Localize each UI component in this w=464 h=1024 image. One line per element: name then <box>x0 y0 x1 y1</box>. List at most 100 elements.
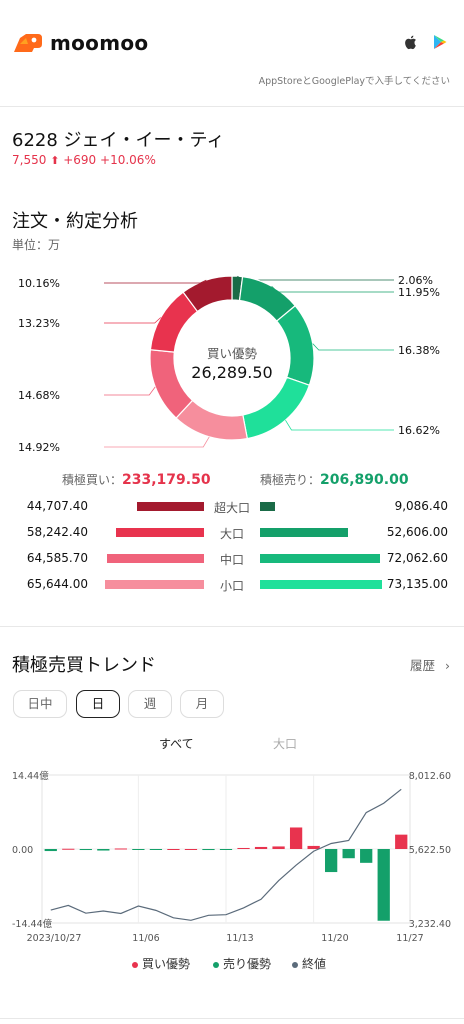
trend-bar <box>114 848 127 850</box>
leader-line <box>104 279 207 284</box>
trend-bar <box>289 827 303 849</box>
slice-pct-label: 14.68% <box>18 389 60 402</box>
trend-bar <box>132 849 145 850</box>
total-sell-label: 積極売り： <box>260 473 321 487</box>
slice-pct-label: 13.23% <box>18 317 60 330</box>
legend-dot <box>132 961 138 968</box>
tab-day[interactable]: 日 <box>76 690 120 718</box>
leader-line <box>104 386 156 396</box>
y-right-tick: 3,232.40 <box>409 919 451 930</box>
legend-label: 売り優勢 <box>223 957 272 971</box>
close-price-line <box>50 788 402 921</box>
y-right-tick: 5,622.50 <box>409 845 451 856</box>
trend-bar <box>149 849 163 850</box>
buy-bar <box>107 554 204 563</box>
buy-amount: 64,585.70 <box>26 551 88 565</box>
sub-tab-all[interactable]: すべて <box>159 737 194 751</box>
change: +690 <box>63 153 97 167</box>
tab-week[interactable]: 週 <box>128 690 172 718</box>
sell-bar <box>260 580 382 589</box>
sell-bar <box>260 502 275 511</box>
buy-amount: 44,707.40 <box>26 499 88 513</box>
trend-bar <box>237 847 250 849</box>
arrow-up-icon: ⬆ <box>50 154 60 167</box>
tab-month[interactable]: 月 <box>180 690 224 718</box>
legend-buy: 買い優勢 <box>132 955 190 972</box>
total-sell: 積極売り：206,890.00 <box>260 471 409 488</box>
trend-bar <box>202 849 215 851</box>
x-tick: 11/06 <box>132 933 159 944</box>
sell-amount: 72,062.60 <box>386 551 448 565</box>
trend-bar <box>44 849 57 852</box>
history-link[interactable]: 履歴 › <box>410 655 450 674</box>
category-label: 超大口 <box>213 501 250 515</box>
x-tick: 11/20 <box>321 933 348 944</box>
leader-line <box>271 285 394 293</box>
trend-bar <box>395 834 408 849</box>
leader-line <box>237 275 394 281</box>
y-left-tick: 0.00 <box>12 845 33 856</box>
leader-line <box>312 343 394 351</box>
unit-label: 単位：万 <box>12 238 61 252</box>
donut-slice <box>242 376 311 440</box>
trend-bar <box>184 849 198 850</box>
x-tick: 11/27 <box>396 933 423 944</box>
buy-amount: 65,644.00 <box>26 577 88 591</box>
buy-amount: 58,242.40 <box>26 525 88 539</box>
trend-bar <box>167 849 180 850</box>
price: 7,550 <box>12 153 47 167</box>
center-value: 26,289.50 <box>191 363 273 382</box>
store-note: AppStoreとGooglePlayで入手してください <box>258 76 450 87</box>
y-left-tick: -14.44億 <box>12 918 53 930</box>
trend-title: 積極売買トレンド <box>12 655 156 676</box>
brand-name: moomoo <box>50 31 149 55</box>
divider <box>0 626 464 627</box>
slice-pct-label: 11.95% <box>398 286 440 299</box>
moomoo-logo-icon <box>14 34 42 52</box>
total-buy: 積極買い：233,179.50 <box>62 471 211 488</box>
slice-pct-label: 14.92% <box>18 441 60 454</box>
sub-tab-large[interactable]: 大口 <box>273 737 298 751</box>
trend-chart: 14.44億 0.00 -14.44億 8,012.60 5,622.50 3,232.4… <box>12 770 451 944</box>
tab-intraday[interactable]: 日中 <box>13 690 67 718</box>
legend-label: 終値 <box>302 957 327 971</box>
total-sell-value: 206,890.00 <box>320 472 409 488</box>
legend-close: 終値 <box>292 955 326 972</box>
trend-bar <box>272 846 285 849</box>
total-buy-label: 積極買い： <box>62 473 123 487</box>
google-play-icon[interactable] <box>433 34 447 50</box>
legend-sell: 売り優勢 <box>213 955 271 972</box>
leader-line <box>104 317 161 324</box>
analysis-title: 注文・約定分析 <box>12 211 138 232</box>
legend-dot <box>213 961 219 968</box>
y-right-tick: 8,012.60 <box>409 771 451 782</box>
change-pct: +10.06% <box>100 153 156 167</box>
divider <box>0 1018 464 1019</box>
legend-dot <box>292 961 298 968</box>
buy-bar <box>137 502 204 511</box>
history-label: 履歴 <box>410 658 436 673</box>
sell-bar <box>260 554 380 563</box>
category-label: 大口 <box>219 527 244 541</box>
apple-icon[interactable] <box>404 34 418 50</box>
sell-amount: 52,606.00 <box>386 525 448 539</box>
slice-pct-label: 10.16% <box>18 277 60 290</box>
trend-bar <box>360 849 373 863</box>
slice-pct-label: 16.38% <box>398 344 440 357</box>
buy-bar <box>116 528 204 537</box>
price-line: 7,550 ⬆ +690 +10.06% <box>12 153 156 167</box>
trend-bar <box>219 849 233 850</box>
trend-bar <box>62 848 75 850</box>
x-tick: 11/13 <box>226 933 253 944</box>
sell-amount: 9,086.40 <box>394 499 448 513</box>
total-buy-value: 233,179.50 <box>122 472 211 488</box>
slice-pct-label: 16.62% <box>398 424 440 437</box>
donut-chart: 2.06%11.95% 16.38% 16.62% 14.92% 14.68% 13.23… <box>18 274 440 454</box>
y-left-tick: 14.44億 <box>12 770 49 782</box>
sell-bar <box>260 528 348 537</box>
trend-bar <box>97 849 110 851</box>
x-tick: 2023/10/27 <box>27 933 82 944</box>
trend-bar <box>254 846 268 849</box>
trend-bar <box>325 849 338 873</box>
divider <box>0 106 464 107</box>
